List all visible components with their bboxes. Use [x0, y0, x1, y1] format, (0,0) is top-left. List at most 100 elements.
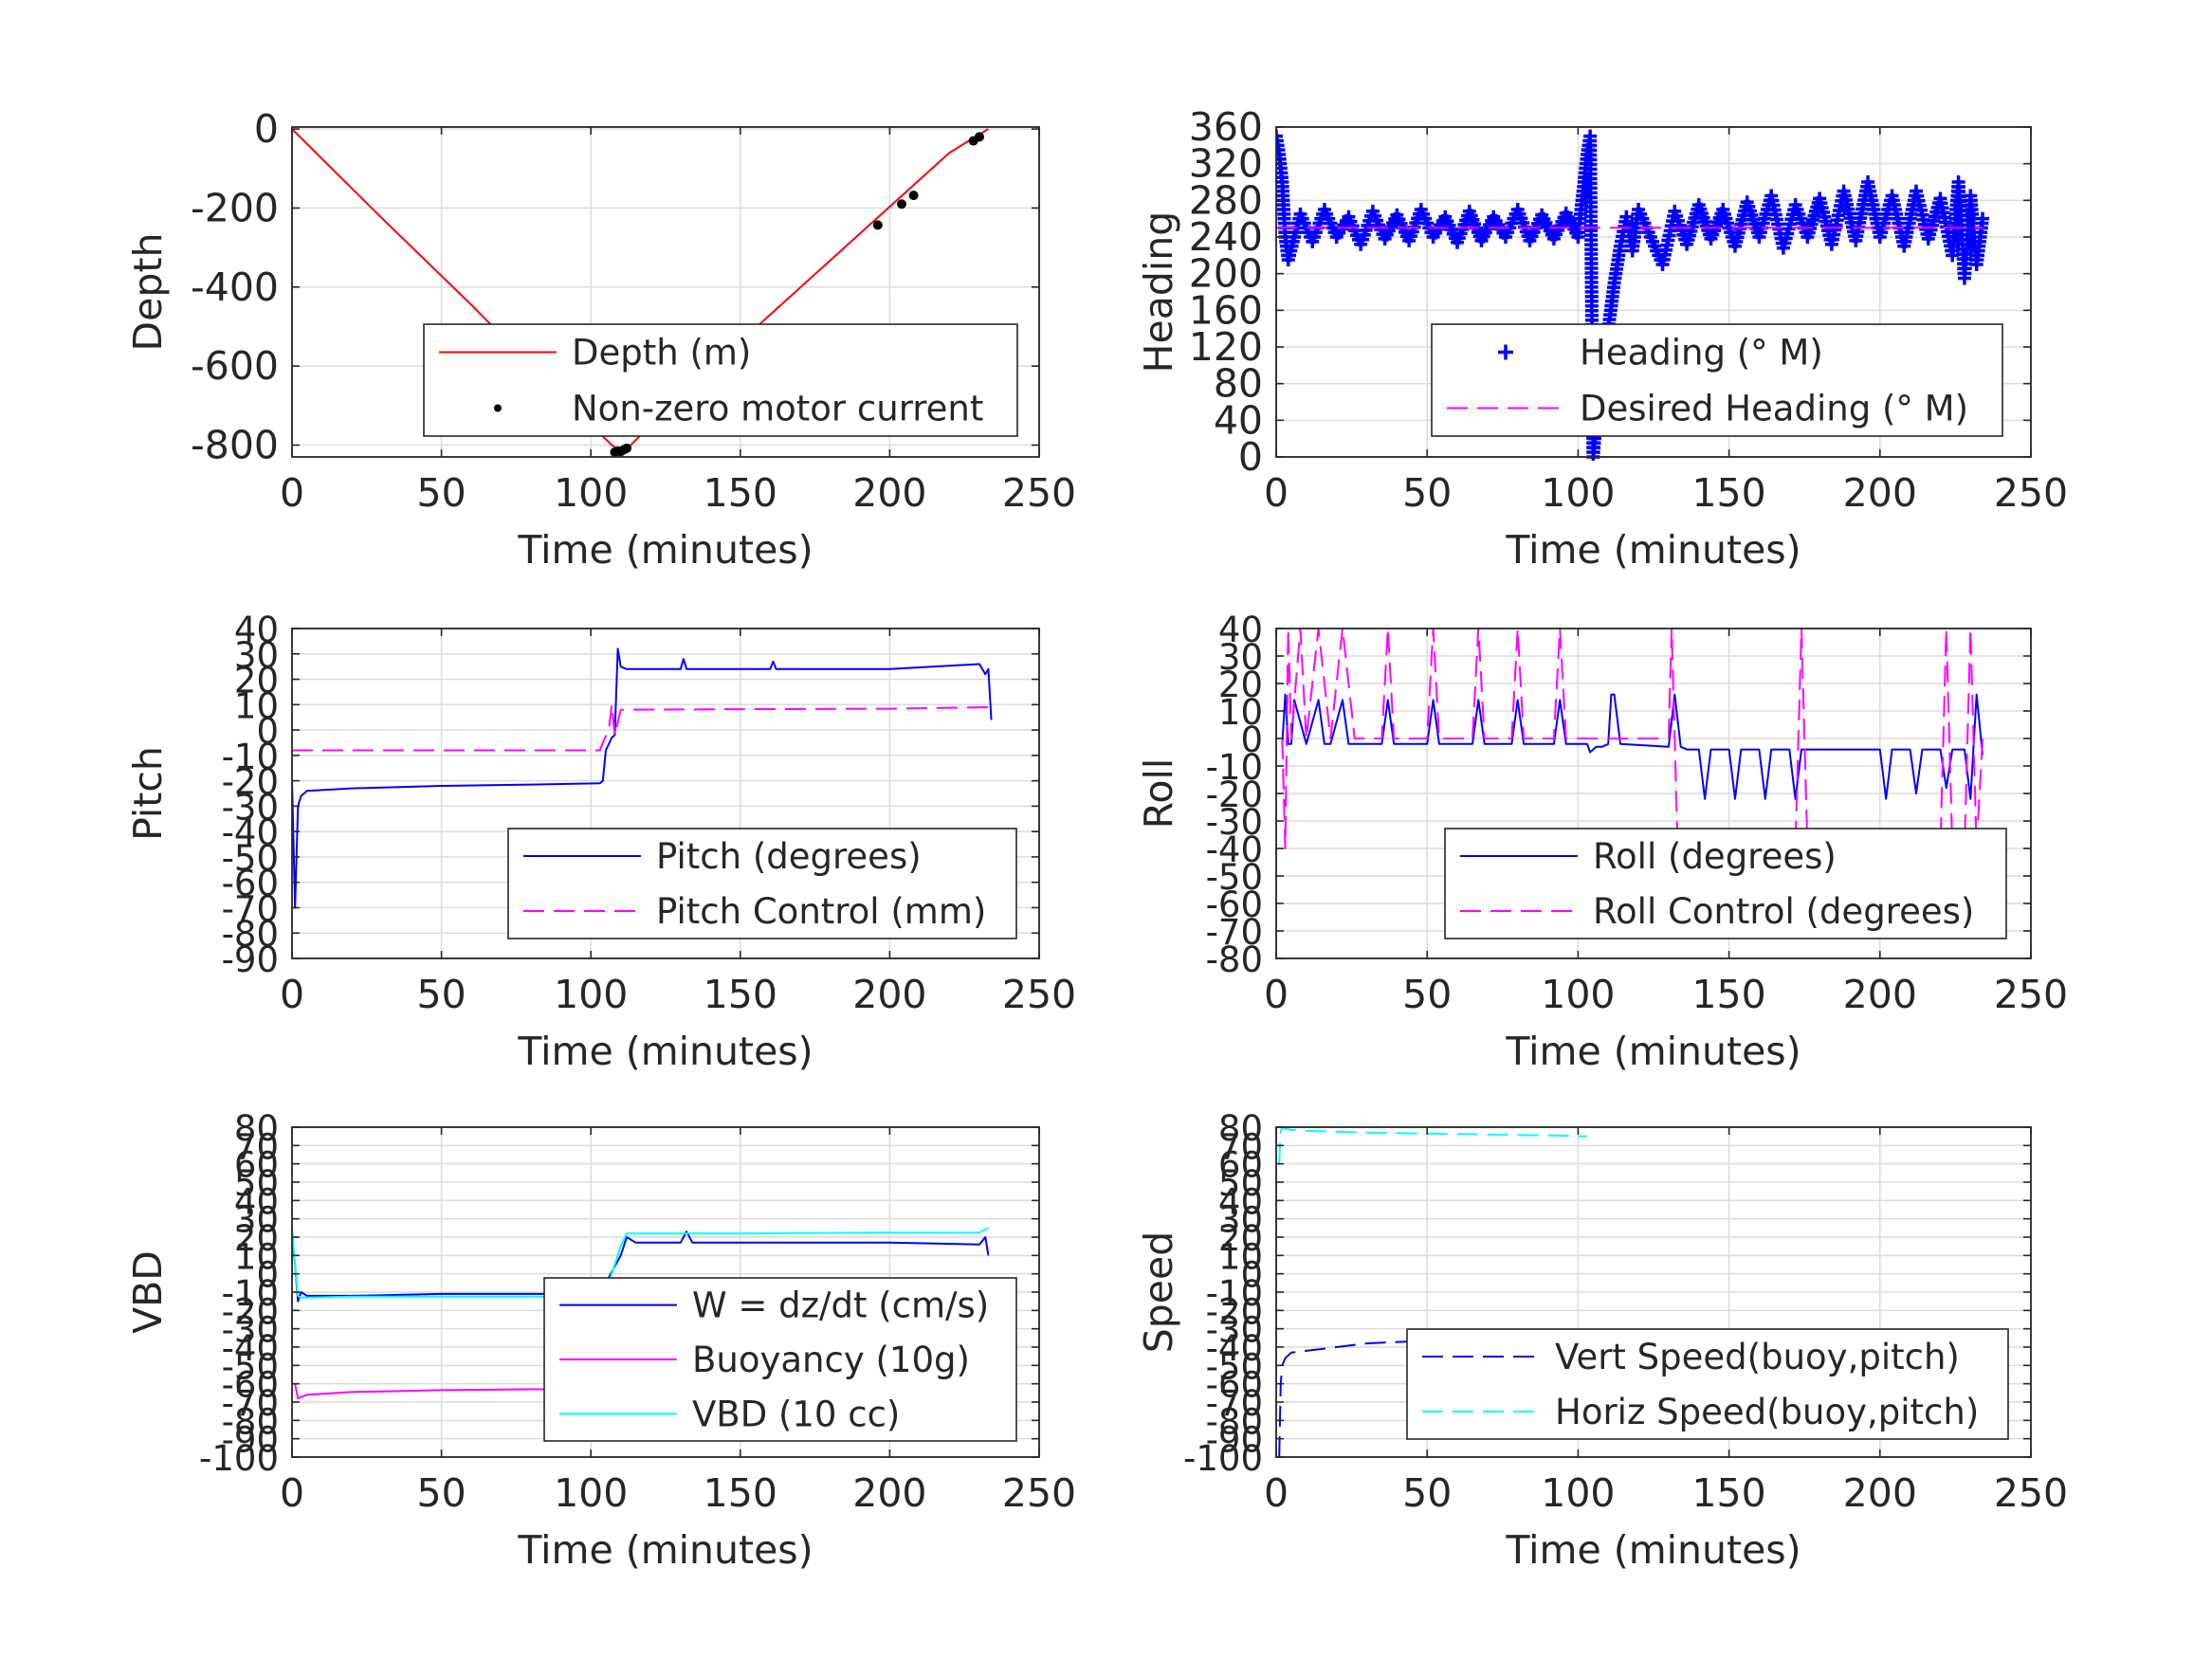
- pitch-ytick-label: 10: [234, 685, 279, 726]
- roll-xlabel: Time (minutes): [1505, 1029, 1801, 1074]
- speed-xtick-label: 250: [1994, 1470, 2068, 1516]
- heading-ytick-label: 120: [1189, 324, 1263, 370]
- pitch-legend-box: [507, 828, 1017, 939]
- speed-ytick-label: -80: [1206, 1401, 1263, 1442]
- vbd-ytick-label: 20: [234, 1218, 279, 1259]
- vbd-xtick-label: 250: [1002, 1470, 1076, 1516]
- pitch-legend-label: Pitch Control (mm): [656, 891, 986, 932]
- pitch-xtick-label: 200: [852, 972, 926, 1017]
- vbd-chart: 0 50 100 150 200 250-100-90-80-70-60-50-40-30…: [125, 1108, 1076, 1573]
- heading-ytick-label: 280: [1189, 177, 1263, 223]
- speed-xtick-label: 0: [1264, 1470, 1289, 1516]
- vbd-ytick-label: 30: [234, 1200, 279, 1241]
- roll-xtick-label: 150: [1691, 972, 1765, 1017]
- depth-xtick-label: 250: [1002, 470, 1076, 516]
- vbd-xtick-label: 150: [704, 1470, 777, 1516]
- vbd-series-1: [292, 1231, 990, 1303]
- pitch-axes-box: [291, 628, 1040, 959]
- vbd-legend-label: VBD (10 cc): [692, 1394, 900, 1434]
- vbd-xtick-label: 50: [417, 1470, 466, 1516]
- pitch-xtick-label: 50: [417, 972, 466, 1017]
- depth-ylabel: Depth: [125, 233, 171, 352]
- depth-series-2-point: [974, 132, 984, 142]
- pitch-ytick-label: -30: [222, 787, 279, 828]
- pitch-data: [292, 647, 993, 909]
- heading-ytick-label: 160: [1189, 287, 1263, 333]
- roll-ytick-label: 0: [1240, 720, 1263, 760]
- pitch-chart: 0 50 100 150 200 250-90-80-70-60-50-40-30-20-…: [125, 610, 1076, 1074]
- heading-ytick-label: 200: [1189, 251, 1263, 297]
- speed-ytick-label: -40: [1206, 1328, 1263, 1369]
- heading-legend-swatch: [1498, 344, 1513, 360]
- vbd-xlabel: Time (minutes): [517, 1527, 813, 1573]
- heading-ytick-label: 320: [1189, 141, 1263, 187]
- pitch-xtick-label: 0: [280, 972, 304, 1017]
- depth-xtick-label: 0: [280, 470, 304, 516]
- heading-legend: Heading (° M) Desired Heading (° M): [1431, 323, 2003, 437]
- vbd-ytick-label: 50: [234, 1163, 279, 1204]
- roll-xtick-label: 0: [1264, 972, 1289, 1017]
- depth-legend-swatch: [494, 404, 502, 412]
- roll-xtick-label: 100: [1541, 972, 1615, 1017]
- roll-xtick-label: 50: [1402, 972, 1452, 1017]
- pitch-ytick-label: 0: [256, 711, 279, 752]
- vbd-ytick-label: -60: [222, 1365, 279, 1406]
- roll-xtick-label: 250: [1994, 972, 2068, 1017]
- vbd-ytick-label: 0: [256, 1255, 279, 1296]
- heading-ylabel: Heading: [1136, 211, 1181, 374]
- speed-xtick-label: 100: [1541, 1470, 1615, 1516]
- speed-ytick-label: 70: [1218, 1126, 1263, 1167]
- depth-ytick-label: -600: [191, 343, 279, 389]
- heading-ytick-label: 80: [1214, 361, 1263, 407]
- depth-series-2-point: [872, 220, 883, 230]
- vbd-ytick-label: -80: [222, 1401, 279, 1442]
- roll-legend-label: Roll (degrees): [1593, 836, 1837, 877]
- depth-legend-label: Depth (m): [572, 333, 751, 374]
- pitch-ytick-label: -50: [222, 838, 279, 879]
- depth-ytick-label: 0: [254, 106, 279, 152]
- speed-legend-box: [1406, 1328, 2009, 1440]
- vbd-ylabel: VBD: [125, 1250, 171, 1334]
- heading-xlabel: Time (minutes): [1505, 527, 1801, 573]
- roll-ytick-label: -50: [1206, 857, 1263, 898]
- roll-xtick-label: 200: [1843, 972, 1917, 1017]
- heading-xtick-label: 250: [1994, 470, 2068, 516]
- speed-legend: Vert Speed(buoy,pitch) Horiz Speed(buoy,p…: [1406, 1328, 2009, 1440]
- vbd-ytick-label: 80: [234, 1108, 279, 1149]
- roll-series-1: [1281, 693, 1984, 800]
- speed-legend-label: Horiz Speed(buoy,pitch): [1555, 1392, 1979, 1432]
- depth-xtick-label: 200: [852, 470, 926, 516]
- speed-ylabel: Speed: [1136, 1231, 1181, 1354]
- speed-xlabel: Time (minutes): [1505, 1527, 1801, 1573]
- vbd-ytick-label: -90: [222, 1420, 279, 1461]
- pitch-ytick-label: -70: [222, 888, 279, 929]
- heading-ytick-label: 0: [1238, 434, 1263, 480]
- pitch-ytick-label: 20: [234, 661, 279, 702]
- depth-legend: Depth (m) Non-zero motor current: [423, 323, 1018, 437]
- speed-ytick-label: 30: [1218, 1200, 1263, 1241]
- vbd-ytick-label: -30: [222, 1310, 279, 1351]
- pitch-ytick-label: -40: [222, 812, 279, 853]
- roll-ytick-label: -20: [1206, 775, 1263, 815]
- pitch-ytick-label: -80: [222, 914, 279, 955]
- pitch-ytick-label: -90: [222, 939, 279, 980]
- speed-ytick-label: -70: [1206, 1383, 1263, 1424]
- heading-ytick-label: 240: [1189, 214, 1263, 260]
- roll-ytick-label: 10: [1218, 692, 1263, 733]
- pitch-xlabel: Time (minutes): [517, 1029, 813, 1074]
- speed-ytick-label: -100: [1183, 1438, 1263, 1479]
- depth-xlabel: Time (minutes): [517, 527, 813, 573]
- roll-ytick-label: 30: [1218, 637, 1263, 678]
- depth-ytick-label: -200: [191, 185, 279, 230]
- speed-chart: 0 50 100 150 200 250-100-90-80-70-60-50-40-30…: [1136, 1108, 2068, 1573]
- depth-xtick-label: 150: [704, 470, 777, 516]
- depth-ytick-label: -800: [191, 422, 279, 467]
- depth-series-2: [610, 132, 984, 457]
- speed-ytick-label: 80: [1218, 1108, 1263, 1149]
- vbd-ytick-label: -40: [222, 1328, 279, 1369]
- heading-ytick-label: 40: [1214, 397, 1263, 443]
- vbd-xtick-label: 200: [852, 1470, 926, 1516]
- heading-legend-label: Desired Heading (° M): [1580, 389, 1968, 429]
- pitch-legend-label: Pitch (degrees): [656, 836, 922, 877]
